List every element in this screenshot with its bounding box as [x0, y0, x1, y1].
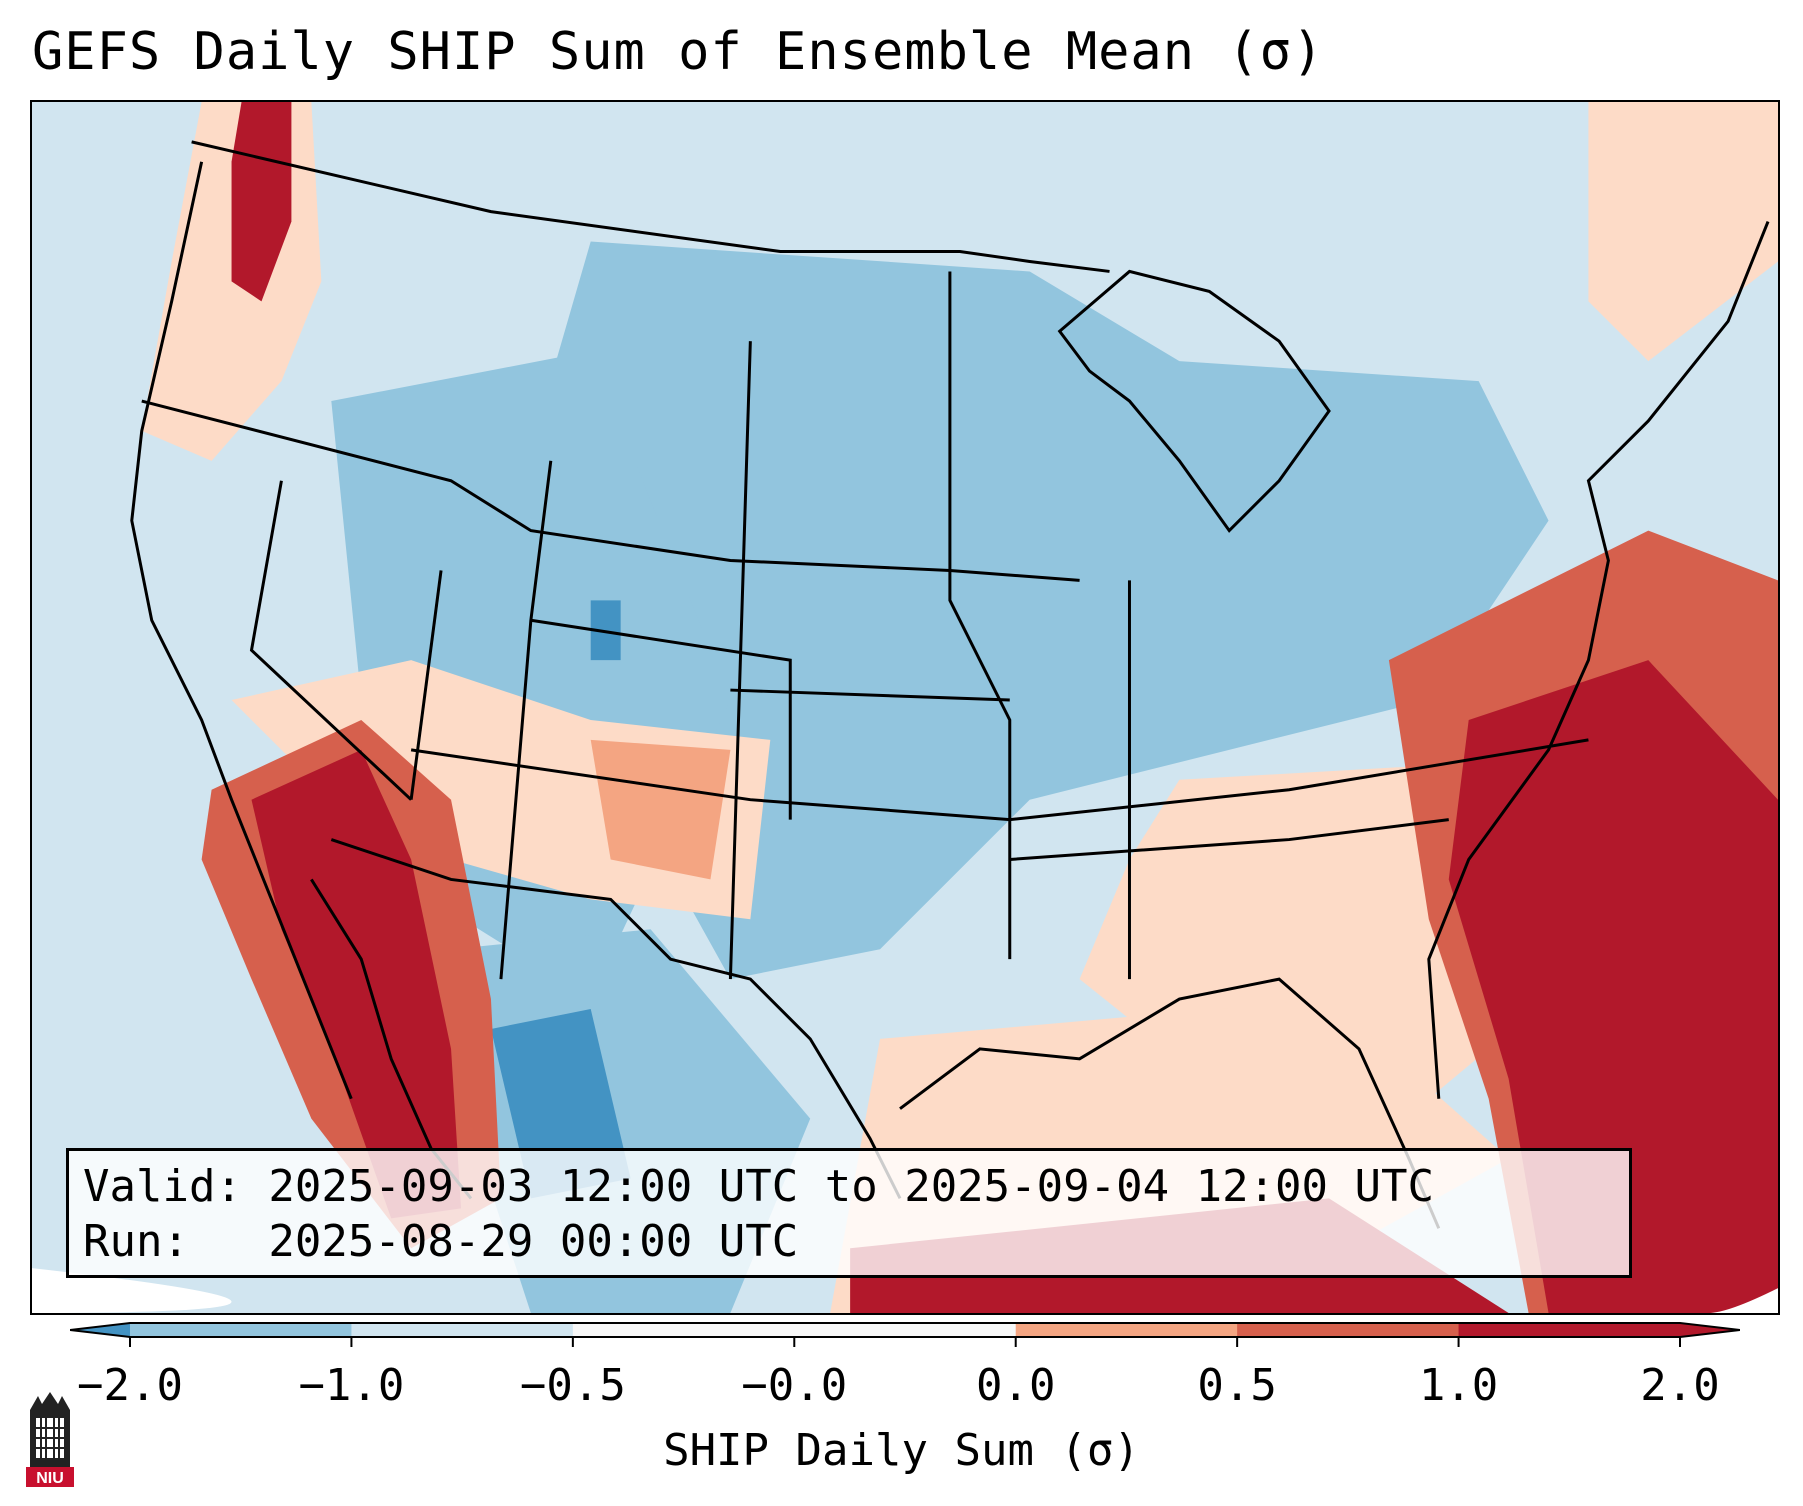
- projection-edge-right: [1708, 1288, 1778, 1313]
- state-line-10: [530, 618, 792, 820]
- colorbar-segment: [1015, 1323, 1238, 1337]
- anomaly-map: [32, 102, 1778, 1313]
- colorbar-tick-label: −0.0: [741, 1360, 848, 1411]
- shading-southwest-medium-red: [590, 739, 731, 880]
- shading-colorado-dark-blue: [590, 600, 621, 661]
- colorbar-tick-label: 0.5: [1197, 1360, 1277, 1411]
- state-line-2: [249, 480, 413, 801]
- colorbar: [70, 1322, 1740, 1347]
- colorbar-tick-label: −0.5: [519, 1360, 626, 1411]
- boundary-lines: [130, 140, 1770, 1229]
- shading-pnw-dark-red: [231, 102, 292, 302]
- colorbar-label: SHIP Daily Sum (σ): [663, 1425, 1140, 1476]
- colorbar-tick-label: −2.0: [77, 1360, 183, 1411]
- colorbar-segment: [1458, 1323, 1681, 1337]
- state-line-7: [948, 271, 1012, 960]
- colorbar-tick-label: 1.0: [1418, 1360, 1499, 1411]
- state-line-11: [730, 688, 1010, 702]
- great-lakes-outline: [1057, 269, 1331, 533]
- colorbar-extend-max: [1680, 1323, 1740, 1337]
- projection-edge-left: [32, 1268, 232, 1313]
- state-line-1: [141, 399, 1080, 582]
- valid-time-text: Valid: 2025-09-03 12:00 UTC to 2025-09-0…: [83, 1161, 1435, 1212]
- colorbar-segment: [572, 1323, 795, 1337]
- colorbar-tick-label: 0.0: [975, 1360, 1056, 1411]
- colorbar-segment: [130, 1323, 352, 1337]
- run-time-text: Run: 2025-08-29 00:00 UTC: [83, 1216, 799, 1267]
- colorbar-segment: [1237, 1323, 1460, 1337]
- us-mexico-border: [330, 838, 902, 1200]
- colorbar-extend-min: [70, 1323, 130, 1337]
- east-coast: [1427, 221, 1770, 1099]
- us-canada-border: [191, 140, 1110, 273]
- state-line-9: [1009, 818, 1449, 861]
- colorbar-segment: [351, 1323, 574, 1337]
- svg-text:NIU: NIU: [36, 1470, 64, 1487]
- shading-northeast-light-red: [1588, 102, 1778, 362]
- state-line-4: [409, 570, 443, 800]
- niu-tower-logo-icon: NIU: [26, 1392, 74, 1487]
- colorbar-segment: [794, 1323, 1017, 1337]
- chart-title: GEFS Daily SHIP Sum of Ensemble Mean (σ): [32, 22, 1325, 82]
- west-coast-line: [130, 161, 353, 1100]
- state-line-6: [728, 341, 752, 980]
- valid-run-info-box: Valid: 2025-09-03 12:00 UTC to 2025-09-0…: [66, 1148, 1632, 1278]
- colorbar-tick-label: 2.0: [1640, 1360, 1720, 1411]
- map-panel: [30, 100, 1780, 1315]
- state-line-5: [499, 460, 553, 980]
- gulf-coast: [899, 977, 1441, 1229]
- colorbar-tick-label: −1.0: [298, 1360, 405, 1411]
- anomaly-shading: [141, 102, 1778, 1313]
